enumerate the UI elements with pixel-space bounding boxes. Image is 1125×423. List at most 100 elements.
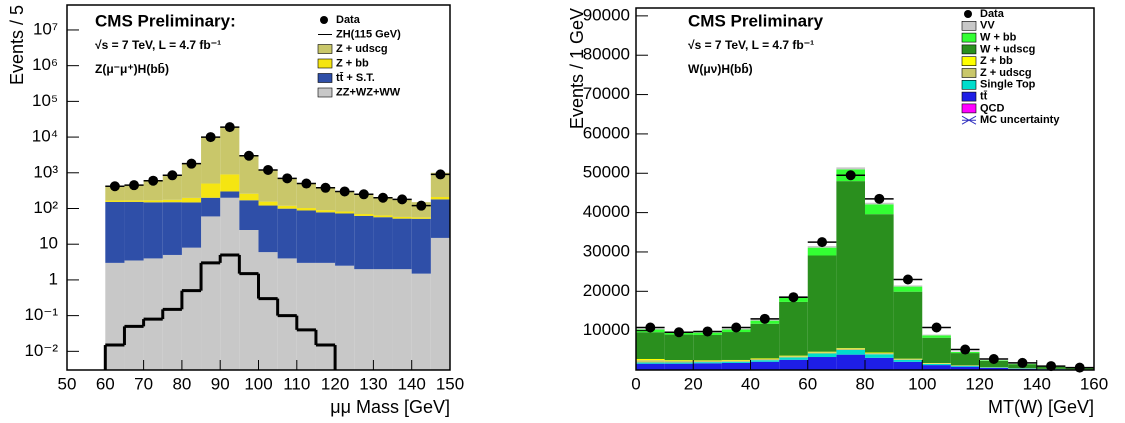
stack-bar (693, 360, 722, 363)
stack-bar (430, 196, 450, 200)
stack-bar (807, 247, 837, 256)
y-tick-label: 90000 (583, 5, 630, 24)
stack-bar (893, 359, 923, 362)
x-tick-label: 90 (211, 374, 230, 393)
x-tick-label: 110 (283, 374, 310, 393)
data-point (397, 194, 408, 205)
stack-bar (105, 186, 125, 201)
stack-bar (664, 362, 694, 364)
legend-label: Data (980, 8, 1005, 20)
stack-bar (373, 269, 393, 370)
stack-bar (979, 360, 1009, 368)
plot-annotation: Z(μ⁻μ⁺)H(bb̄) (95, 62, 169, 76)
legend-label: ZH(115 GeV) (336, 28, 401, 40)
stack-bar (181, 197, 202, 203)
stack-bar (124, 200, 144, 202)
plot-subtitle: √s = 7 TeV, L = 4.7 fb⁻¹ (95, 38, 221, 52)
data-point (731, 322, 742, 333)
plot-subtitle: √s = 7 TeV, L = 4.7 fb⁻¹ (688, 38, 814, 52)
data-point (759, 313, 770, 324)
x-tick-label: 60 (96, 374, 115, 393)
y-tick-label: 10⁶ (32, 55, 58, 74)
data-point (931, 322, 942, 333)
x-tick-label: 140 (398, 374, 426, 393)
stack-bar (721, 332, 751, 360)
y-tick-label: 10³ (33, 162, 58, 181)
stack-bar (296, 183, 316, 209)
x-axis-label: μμ Mass [GeV] (330, 397, 450, 417)
y-tick-label: 10⁵ (32, 91, 58, 110)
stack-bar (865, 204, 894, 215)
legend-label: tt̄ (980, 91, 988, 103)
stack-bar (277, 205, 297, 209)
stack-bar (335, 265, 355, 370)
data-point (167, 170, 178, 181)
x-tick-label: 40 (741, 374, 760, 393)
stack-bar (664, 360, 694, 363)
y-axis-label: Events / 5 (7, 5, 27, 85)
stack-bar (893, 285, 923, 287)
stack-bar (693, 362, 722, 364)
stack-bar (354, 269, 374, 370)
stack-bar (750, 358, 780, 361)
y-tick-label: 60000 (583, 123, 630, 142)
x-tick-label: 100 (244, 374, 272, 393)
data-point (282, 173, 293, 184)
stack-bar (296, 262, 316, 370)
stack-bar (162, 202, 182, 255)
stack-bar (220, 191, 240, 198)
y-tick-label: 10⁻² (24, 341, 58, 360)
stack-bar (354, 194, 374, 215)
y-axis-label: Events / 1 GeV (567, 8, 587, 129)
stack-bar (201, 183, 221, 198)
plot-annotation: W(μν)H(bb̄) (688, 62, 753, 76)
x-tick-label: 130 (359, 374, 387, 393)
x-tick-label: 80 (856, 374, 875, 393)
legend-label: Z + udscg (980, 67, 1032, 79)
legend-swatch (961, 103, 977, 114)
stack-bar (779, 357, 808, 360)
stack-bar (950, 365, 980, 367)
legend-swatch (317, 87, 333, 98)
stack-bar (779, 359, 808, 370)
legend-label: Z + udscg (336, 43, 388, 55)
legend-marker (964, 10, 972, 18)
stack-bar (836, 181, 865, 349)
stack-bar (922, 363, 951, 366)
stack-bar (258, 169, 278, 202)
stack-bar (124, 201, 144, 261)
legend-marker (961, 115, 977, 125)
stack-bar (143, 200, 163, 203)
stack-bar (181, 163, 202, 198)
data-point (1046, 361, 1057, 372)
stack-bar (779, 355, 808, 357)
stack-bar (105, 262, 125, 370)
stack-bar (865, 353, 894, 355)
stack-bar (779, 301, 808, 356)
stack-bar (807, 352, 837, 354)
legend-label: ZZ+WZ+WW (336, 86, 401, 98)
stack-bar (636, 360, 665, 363)
stack-bar (750, 323, 780, 359)
legend-swatch (317, 58, 333, 69)
y-tick-label: 10⁷ (33, 19, 58, 38)
x-tick-label: 20 (684, 374, 703, 393)
x-tick-label: 0 (631, 374, 640, 393)
data-point (129, 180, 140, 191)
legend-label: MC uncertainty (980, 114, 1060, 126)
stack-bar (836, 348, 865, 350)
stack-bar (315, 187, 336, 211)
data-point (263, 164, 274, 175)
stack-bar (220, 127, 240, 175)
stack-bar (721, 362, 751, 370)
x-tick-label: 100 (908, 374, 936, 393)
stack-bar (693, 360, 722, 361)
data-point (1074, 362, 1085, 373)
stack-bar (277, 178, 297, 206)
stack-bar (750, 360, 780, 362)
stack-bar (430, 237, 450, 370)
stack-bar (430, 172, 450, 197)
stack-bar (373, 197, 393, 216)
legend-label: Single Top (980, 79, 1036, 91)
